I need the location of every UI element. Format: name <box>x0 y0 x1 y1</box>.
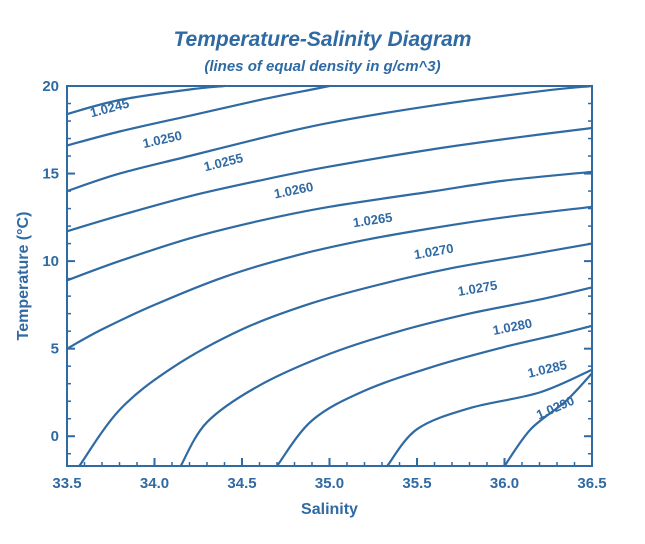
x-tick-label: 34.0 <box>140 475 169 492</box>
y-tick-label: 0 <box>51 428 59 445</box>
density-label: 1.0270 <box>413 241 455 263</box>
density-label: 1.0275 <box>457 277 499 299</box>
x-tick-label: 35.0 <box>315 475 344 492</box>
density-curve <box>78 242 594 468</box>
density-label: 1.0280 <box>491 315 533 338</box>
density-curves <box>65 84 594 468</box>
y-tick-label: 5 <box>51 341 59 358</box>
x-tick-label: 36.5 <box>577 475 606 492</box>
density-curve <box>65 84 331 147</box>
density-label: 1.0285 <box>526 357 568 381</box>
y-tick-label: 15 <box>42 166 59 183</box>
density-curve <box>386 368 594 468</box>
x-tick-label: 36.0 <box>490 475 519 492</box>
chart-title: Temperature-Salinity Diagram <box>173 28 472 51</box>
x-tick-label: 35.5 <box>402 475 431 492</box>
density-curve <box>65 84 594 193</box>
y-tick-label: 20 <box>42 78 59 95</box>
density-curve <box>275 324 594 468</box>
density-label: 1.0290 <box>534 393 576 423</box>
x-axis-ticks: 33.5 34.0 34.5 35.0 35.5 36.0 36.5 <box>52 458 607 492</box>
density-curve <box>65 126 594 233</box>
density-label: 1.0245 <box>88 96 130 121</box>
density-label: 1.0260 <box>273 179 315 202</box>
density-label: 1.0250 <box>141 128 183 151</box>
density-label: 1.0255 <box>202 150 244 174</box>
density-curve <box>179 286 594 468</box>
density-curve <box>503 372 594 468</box>
y-axis-title: Temperature (°C) <box>15 212 32 341</box>
x-tick-label: 33.5 <box>52 475 81 492</box>
density-curve <box>65 170 594 282</box>
y-tick-label: 10 <box>42 253 59 270</box>
density-curve <box>65 84 226 116</box>
y-axis-ticks: 0 5 10 15 20 <box>42 78 592 455</box>
x-tick-label: 34.5 <box>227 475 256 492</box>
chart-subtitle: (lines of equal density in g/cm^3) <box>204 58 441 75</box>
density-curve <box>65 205 594 350</box>
density-label: 1.0265 <box>352 210 394 231</box>
x-axis-title: Salinity <box>301 501 358 518</box>
